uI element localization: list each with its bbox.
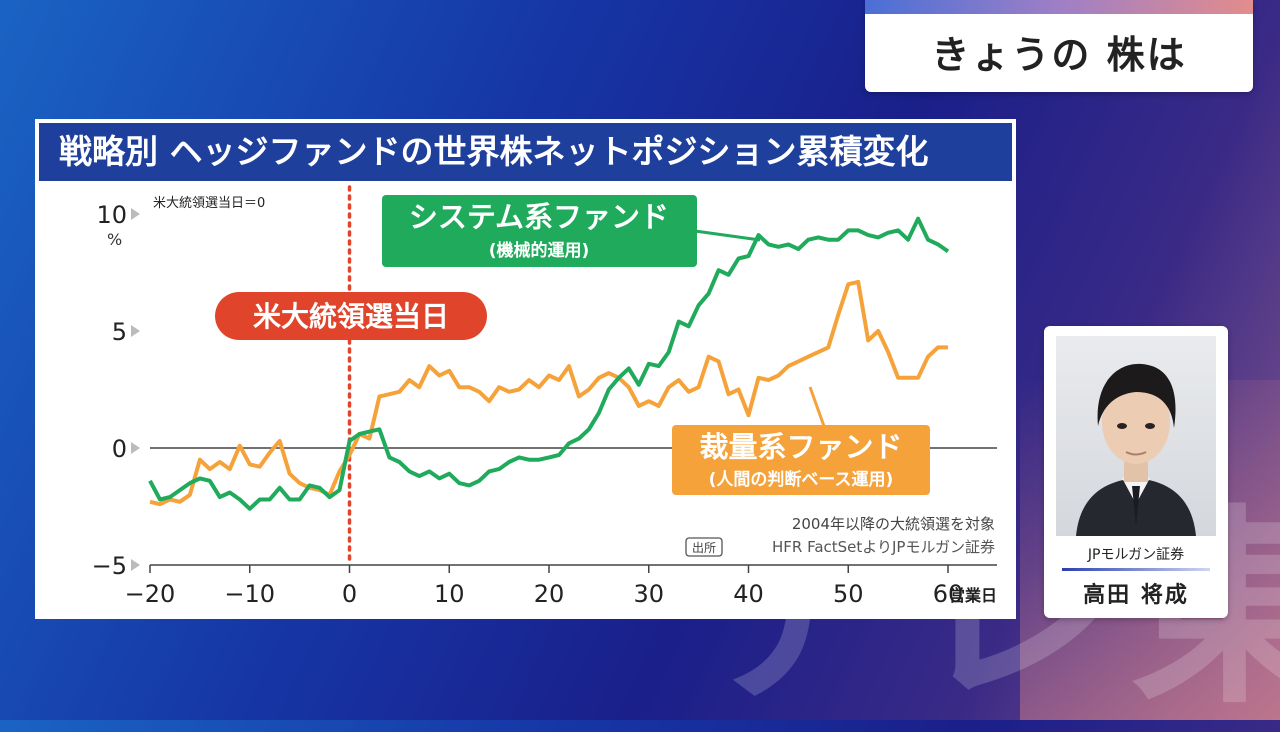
system-series-sublabel: (機械的運用) — [489, 240, 590, 261]
x-tick-label: 30 — [633, 580, 664, 608]
system-series-label: システム系ファンド — [409, 200, 669, 234]
x-tick-label: 40 — [733, 580, 764, 608]
topic-accent-strip — [865, 0, 1253, 14]
discretionary-label-bg — [672, 425, 930, 495]
chart-source: HFR FactSetよりJPモルガン証券 — [772, 538, 995, 556]
commentator-name: 高田 将成 — [1083, 583, 1189, 608]
y-tick-label: 5 — [112, 318, 127, 346]
x-tick-label: 10 — [434, 580, 465, 608]
x-tick-label: 50 — [833, 580, 864, 608]
system-label-pointer — [694, 229, 761, 242]
commentator-photo — [1056, 336, 1216, 536]
y-unit-label: % — [107, 230, 122, 249]
commentator-organization: JPモルガン証券 — [1087, 547, 1185, 563]
y-tick-arrow — [131, 559, 140, 571]
system-label-bg — [382, 195, 697, 267]
x-tick-label: 0 — [342, 580, 357, 608]
y-tick-label: −5 — [92, 552, 127, 580]
y-tick-label: 10 — [96, 201, 127, 229]
chart-panel: 戦略別 ヘッジファンドの世界株ネットポジション累積変化 10 5 0 −5 −20 −1… — [35, 119, 1016, 619]
discretionary-label-pointer — [808, 386, 827, 430]
discretionary-series-sublabel: (人間の判断ベース運用) — [709, 469, 894, 490]
topic-text: きょうの 株は — [931, 33, 1187, 77]
event-label: 米大統領選当日 — [253, 300, 449, 333]
source-tag: 出所 — [692, 541, 716, 555]
x-tick-label: 20 — [534, 580, 565, 608]
card-divider — [1062, 568, 1210, 571]
source-tag-box — [685, 537, 723, 557]
commentator-card: JPモルガン証券 高田 将成 — [1044, 326, 1228, 618]
event-label-bg — [215, 292, 487, 340]
series-line-system — [148, 216, 950, 511]
discretionary-series-label: 裁量系ファンド — [699, 430, 902, 464]
x-axis-label: 営業日 — [949, 586, 997, 605]
topic-caption: きょうの 株は — [865, 0, 1253, 92]
x-tick-label: 60 — [933, 580, 964, 608]
chart-title: 戦略別 ヘッジファンドの世界株ネットポジション累積変化 — [39, 123, 1012, 181]
chart-footnote: 2004年以降の大統領選を対象 — [792, 515, 995, 533]
series-line-discretionary — [149, 279, 948, 507]
portrait-icon — [1076, 363, 1196, 536]
y-tick-arrow — [131, 442, 140, 454]
x-tick-label: −20 — [125, 580, 176, 608]
x-tick-label: −10 — [224, 580, 275, 608]
y-tick-arrow — [131, 208, 140, 220]
baseline-note: 米大統領選当日＝0 — [153, 195, 265, 211]
y-tick-label: 0 — [112, 435, 127, 463]
y-tick-arrow — [131, 325, 140, 337]
